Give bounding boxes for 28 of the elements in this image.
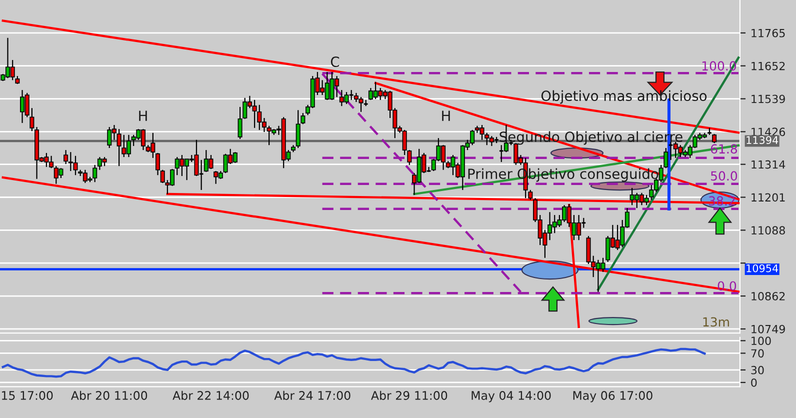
x-tick-label: Abr 29 11:00	[371, 390, 448, 400]
x-tick-label: May 04 14:00	[472, 391, 551, 402]
annotation: 0.0	[718, 281, 736, 291]
annotation: C	[330, 56, 340, 68]
x-tick-label: Abr 22 14:00	[172, 390, 249, 400]
y-tick-label: 11088	[752, 226, 785, 235]
x-tick-label: May 06 17:00	[573, 391, 652, 402]
annotation: 50.0	[711, 171, 738, 181]
annotation: H	[442, 110, 450, 121]
x-tick-label: Abr 20 11:00	[70, 390, 148, 400]
y-tick-label: 11765	[752, 28, 785, 38]
y-tick-label: 0	[751, 378, 757, 387]
y-tick-label: 70	[751, 349, 764, 358]
y-tick-label: 30	[751, 366, 764, 374]
annotation: 13m	[703, 317, 729, 327]
y-tick-label: 11539	[752, 94, 785, 104]
x-tick-label: Abr 24 17:00	[274, 390, 350, 400]
y-tick-label: 11652	[752, 62, 785, 70]
y-tick-label: 10862	[752, 292, 785, 300]
ref-line-label: 11394	[746, 136, 778, 144]
y-tick-label: 11201	[752, 193, 785, 202]
x-tick-label: 15 17:00	[2, 391, 53, 400]
ref-line-label: 10954	[746, 264, 778, 272]
y-tick-label: 100	[752, 336, 771, 346]
annotation: H	[139, 110, 147, 121]
y-tick-label: 11314	[752, 160, 786, 169]
y-tick-label: 10749	[752, 324, 785, 334]
annotation: Objetivo mas ambicioso	[541, 90, 707, 104]
